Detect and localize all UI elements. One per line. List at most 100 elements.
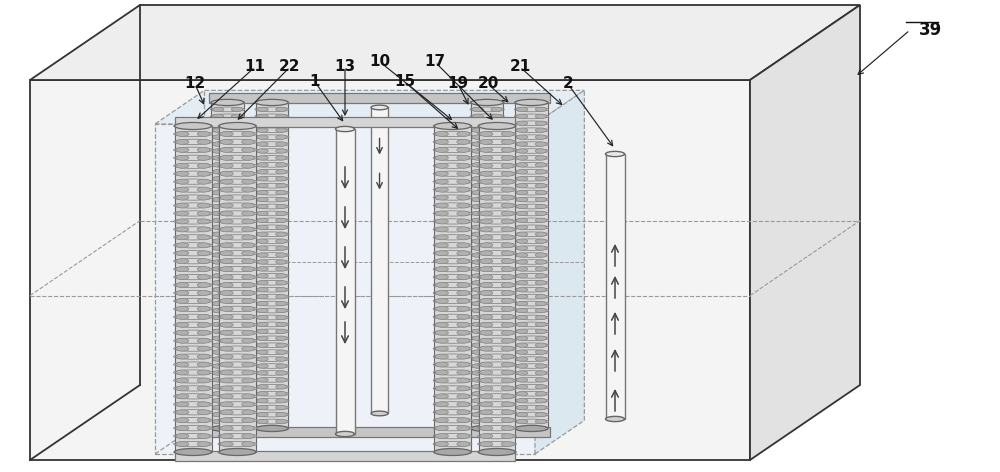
Ellipse shape: [501, 211, 514, 216]
Ellipse shape: [457, 370, 470, 375]
Ellipse shape: [435, 187, 448, 192]
Ellipse shape: [212, 211, 224, 216]
Ellipse shape: [501, 322, 514, 327]
Ellipse shape: [197, 155, 210, 160]
Ellipse shape: [220, 378, 233, 383]
Ellipse shape: [480, 449, 493, 455]
Ellipse shape: [435, 203, 448, 208]
Ellipse shape: [276, 413, 287, 417]
Ellipse shape: [276, 121, 287, 126]
Ellipse shape: [472, 218, 483, 223]
Ellipse shape: [435, 441, 448, 447]
Ellipse shape: [242, 275, 255, 279]
Ellipse shape: [491, 135, 502, 139]
Ellipse shape: [220, 211, 233, 216]
Ellipse shape: [457, 418, 470, 423]
Ellipse shape: [276, 128, 287, 132]
Ellipse shape: [231, 336, 243, 340]
Ellipse shape: [472, 211, 483, 216]
Ellipse shape: [257, 295, 268, 299]
Ellipse shape: [472, 371, 483, 375]
Ellipse shape: [516, 128, 528, 132]
Ellipse shape: [176, 394, 189, 399]
Polygon shape: [175, 126, 212, 452]
Ellipse shape: [176, 219, 189, 224]
Ellipse shape: [516, 135, 528, 139]
Ellipse shape: [231, 163, 243, 167]
Ellipse shape: [211, 425, 244, 431]
Ellipse shape: [535, 322, 547, 327]
Ellipse shape: [212, 315, 224, 320]
Ellipse shape: [535, 190, 547, 195]
Ellipse shape: [242, 163, 255, 168]
Ellipse shape: [276, 114, 287, 118]
Ellipse shape: [457, 132, 470, 136]
Ellipse shape: [480, 227, 493, 232]
Ellipse shape: [457, 147, 470, 152]
Ellipse shape: [516, 246, 528, 250]
Ellipse shape: [242, 394, 255, 399]
Ellipse shape: [435, 147, 448, 152]
Ellipse shape: [257, 398, 268, 403]
Ellipse shape: [197, 298, 210, 303]
Ellipse shape: [220, 426, 233, 430]
Ellipse shape: [220, 203, 233, 208]
Text: 17: 17: [424, 54, 446, 69]
Ellipse shape: [516, 329, 528, 334]
Ellipse shape: [276, 419, 287, 424]
Ellipse shape: [231, 295, 243, 299]
Ellipse shape: [212, 329, 224, 334]
Ellipse shape: [457, 330, 470, 335]
Ellipse shape: [197, 394, 210, 399]
Ellipse shape: [242, 418, 255, 423]
Ellipse shape: [220, 394, 233, 399]
Ellipse shape: [501, 171, 514, 176]
Ellipse shape: [435, 370, 448, 375]
Ellipse shape: [435, 306, 448, 312]
Polygon shape: [371, 108, 388, 413]
Ellipse shape: [501, 235, 514, 240]
Ellipse shape: [231, 371, 243, 375]
Ellipse shape: [231, 253, 243, 257]
Ellipse shape: [257, 378, 268, 382]
Ellipse shape: [242, 147, 255, 152]
Ellipse shape: [472, 184, 483, 188]
Ellipse shape: [515, 99, 548, 106]
Ellipse shape: [516, 211, 528, 216]
Ellipse shape: [242, 338, 255, 343]
Ellipse shape: [501, 338, 514, 343]
Ellipse shape: [197, 243, 210, 248]
Ellipse shape: [176, 195, 189, 200]
Ellipse shape: [231, 211, 243, 216]
Ellipse shape: [472, 295, 483, 299]
Ellipse shape: [535, 225, 547, 229]
Ellipse shape: [501, 434, 514, 438]
Ellipse shape: [242, 155, 255, 160]
Ellipse shape: [176, 259, 189, 264]
Ellipse shape: [242, 211, 255, 216]
Text: 10: 10: [369, 54, 391, 69]
Ellipse shape: [535, 357, 547, 361]
Ellipse shape: [212, 378, 224, 382]
Ellipse shape: [276, 392, 287, 396]
Ellipse shape: [472, 142, 483, 146]
Ellipse shape: [501, 155, 514, 160]
Ellipse shape: [480, 147, 493, 152]
Ellipse shape: [257, 177, 268, 181]
Ellipse shape: [257, 239, 268, 244]
Text: 13: 13: [334, 59, 356, 75]
Ellipse shape: [242, 267, 255, 271]
Ellipse shape: [535, 232, 547, 236]
Ellipse shape: [212, 100, 224, 105]
Ellipse shape: [176, 370, 189, 375]
Ellipse shape: [491, 169, 502, 174]
Ellipse shape: [480, 163, 493, 168]
Text: 11: 11: [244, 59, 266, 75]
Ellipse shape: [435, 314, 448, 320]
Ellipse shape: [220, 298, 233, 303]
Ellipse shape: [231, 350, 243, 354]
Ellipse shape: [231, 343, 243, 347]
Ellipse shape: [516, 107, 528, 111]
Ellipse shape: [472, 260, 483, 264]
Ellipse shape: [212, 204, 224, 209]
